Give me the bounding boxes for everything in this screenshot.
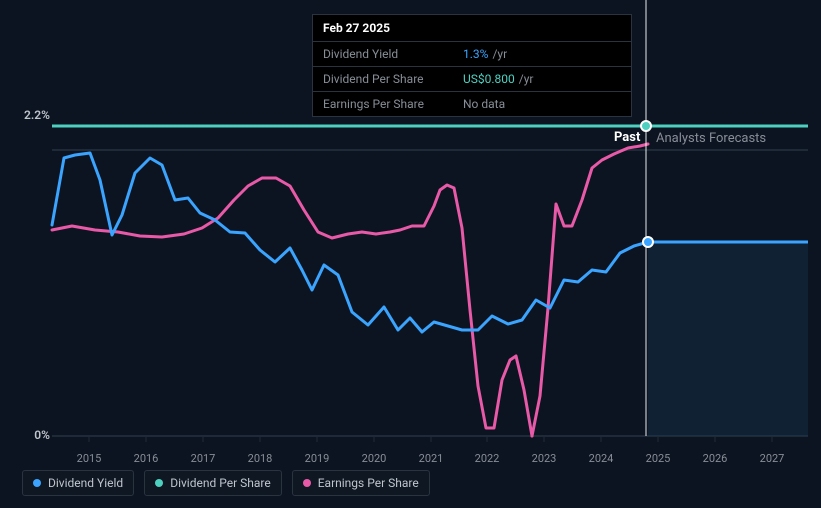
tooltip-label: Earnings Per Share: [313, 92, 453, 116]
y-axis-tick: 2.2%: [10, 108, 50, 122]
x-axis-tick: 2019: [305, 452, 330, 465]
x-axis-tick: 2021: [419, 452, 444, 465]
x-axis-tick: 2023: [532, 452, 557, 465]
x-axis-tick: 2026: [703, 452, 728, 465]
tooltip-row: Dividend Per ShareUS$0.800/yr: [313, 67, 631, 92]
legend-label: Earnings Per Share: [318, 476, 419, 490]
x-axis-tick: 2025: [646, 452, 671, 465]
legend: Dividend Yield Dividend Per Share Earnings…: [22, 470, 430, 496]
x-axis-tick: 2017: [191, 452, 216, 465]
x-axis-tick: 2027: [760, 452, 785, 465]
tooltip-row: Earnings Per ShareNo data: [313, 92, 631, 116]
tooltip-value: No data: [453, 92, 631, 116]
x-axis-tick: 2018: [248, 452, 273, 465]
x-axis-tick: 2022: [475, 452, 500, 465]
chart-container: 2.2% 0% 2015 2016 2017 2018 2019 2020 2021 2022 2…: [0, 0, 821, 508]
past-label: Past: [614, 130, 640, 145]
tooltip-value: 1.3%/yr: [453, 42, 631, 66]
legend-label: Dividend Yield: [48, 476, 123, 490]
tooltip-row: Dividend Yield1.3%/yr: [313, 42, 631, 67]
legend-label: Dividend Per Share: [170, 476, 271, 490]
tooltip-value: US$0.800/yr: [453, 67, 631, 91]
x-axis-tick: 2024: [589, 452, 614, 465]
legend-dot: [303, 479, 311, 487]
tooltip-date: Feb 27 2025: [313, 15, 631, 42]
x-axis-tick: 2020: [362, 452, 387, 465]
tooltip: Feb 27 2025 Dividend Yield1.3%/yrDividen…: [312, 14, 632, 117]
x-axis-tick: 2015: [77, 452, 102, 465]
tooltip-label: Dividend Yield: [313, 42, 453, 66]
legend-dot: [155, 479, 163, 487]
tooltip-label: Dividend Per Share: [313, 67, 453, 91]
forecast-label: Analysts Forecasts: [656, 131, 766, 146]
legend-earnings-per-share[interactable]: Earnings Per Share: [292, 470, 430, 496]
legend-dividend-yield[interactable]: Dividend Yield: [22, 470, 134, 496]
y-axis-tick: 0%: [10, 428, 50, 442]
legend-dot: [33, 479, 41, 487]
legend-dividend-per-share[interactable]: Dividend Per Share: [144, 470, 282, 496]
x-axis-tick: 2016: [134, 452, 159, 465]
